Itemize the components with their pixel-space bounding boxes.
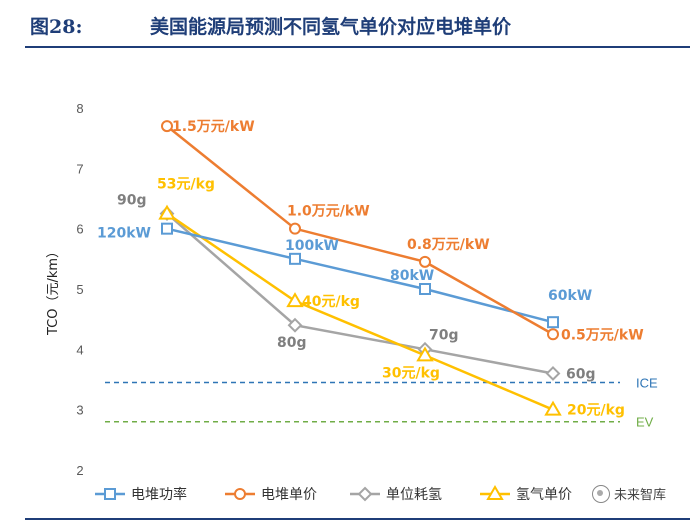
data-point — [289, 252, 301, 265]
legend-label: 氢气单价 — [516, 487, 572, 503]
data-label: 80kW — [390, 268, 434, 284]
series-line-3 — [166, 212, 554, 375]
data-label: 1.0万元/kW — [287, 204, 370, 220]
legend-marker — [357, 486, 373, 502]
data-point — [286, 292, 304, 308]
data-point — [289, 222, 301, 235]
data-label: 100kW — [285, 238, 339, 254]
data-point — [545, 366, 561, 381]
data-label: 120kW — [97, 226, 151, 242]
data-label: 60kW — [548, 288, 592, 304]
wechat-icon — [592, 484, 610, 503]
data-label: 40元/kg — [302, 294, 360, 310]
data-point — [161, 120, 173, 133]
legend-marker — [486, 485, 504, 500]
y-axis-label: TCO（元/km） — [46, 245, 61, 336]
reference-label-ice: ICE — [636, 376, 658, 391]
data-label: 20元/kg — [567, 403, 625, 419]
data-label: 1.5万元/kW — [172, 119, 255, 135]
data-label: 0.8万元/kW — [407, 237, 490, 253]
y-tick-label: 3 — [76, 403, 83, 418]
y-tick-label: 8 — [76, 101, 83, 116]
legend-label: 电堆功率 — [131, 486, 187, 503]
figure-title: 美国能源局预测不同氢气单价对应电堆单价 — [150, 16, 512, 38]
legend-marker — [104, 488, 116, 500]
y-tick-label: 7 — [76, 161, 83, 176]
legend-label: 单位耗氢 — [386, 487, 442, 503]
data-label: 53元/kg — [157, 177, 215, 193]
data-point — [416, 346, 434, 362]
data-point — [544, 400, 562, 416]
series-line-2 — [166, 125, 554, 336]
data-point — [158, 204, 176, 220]
y-tick-label: 6 — [76, 222, 83, 237]
data-label: 70g — [429, 327, 459, 343]
data-point — [547, 316, 559, 329]
figure-label: 图28: — [30, 16, 83, 38]
data-point — [419, 283, 431, 295]
watermark-text: 未来智库 — [614, 488, 667, 503]
data-label: 60g — [566, 366, 596, 382]
data-label: 0.5万元/kW — [561, 327, 644, 343]
data-label: 80g — [277, 335, 307, 351]
y-tick-label: 4 — [76, 342, 83, 357]
y-tick-label: 5 — [76, 282, 83, 297]
data-point — [287, 317, 303, 333]
bottom-rule — [25, 518, 690, 520]
data-point — [419, 255, 431, 268]
legend-label: 电堆单价 — [261, 487, 317, 503]
title-rule — [25, 46, 690, 48]
reference-label-ev: EV — [636, 415, 654, 430]
data-point — [161, 222, 173, 235]
y-tick-label: 2 — [76, 463, 83, 478]
watermark: 未来智库 — [592, 484, 666, 503]
legend-marker — [234, 488, 246, 500]
figure-header: 图28: 美国能源局预测不同氢气单价对应电堆单价 — [0, 0, 700, 52]
data-label: 90g — [117, 193, 147, 209]
series-line-1 — [166, 227, 554, 324]
data-label: 30元/kg — [382, 365, 440, 381]
series-line-4 — [166, 212, 554, 411]
data-point — [547, 328, 559, 341]
